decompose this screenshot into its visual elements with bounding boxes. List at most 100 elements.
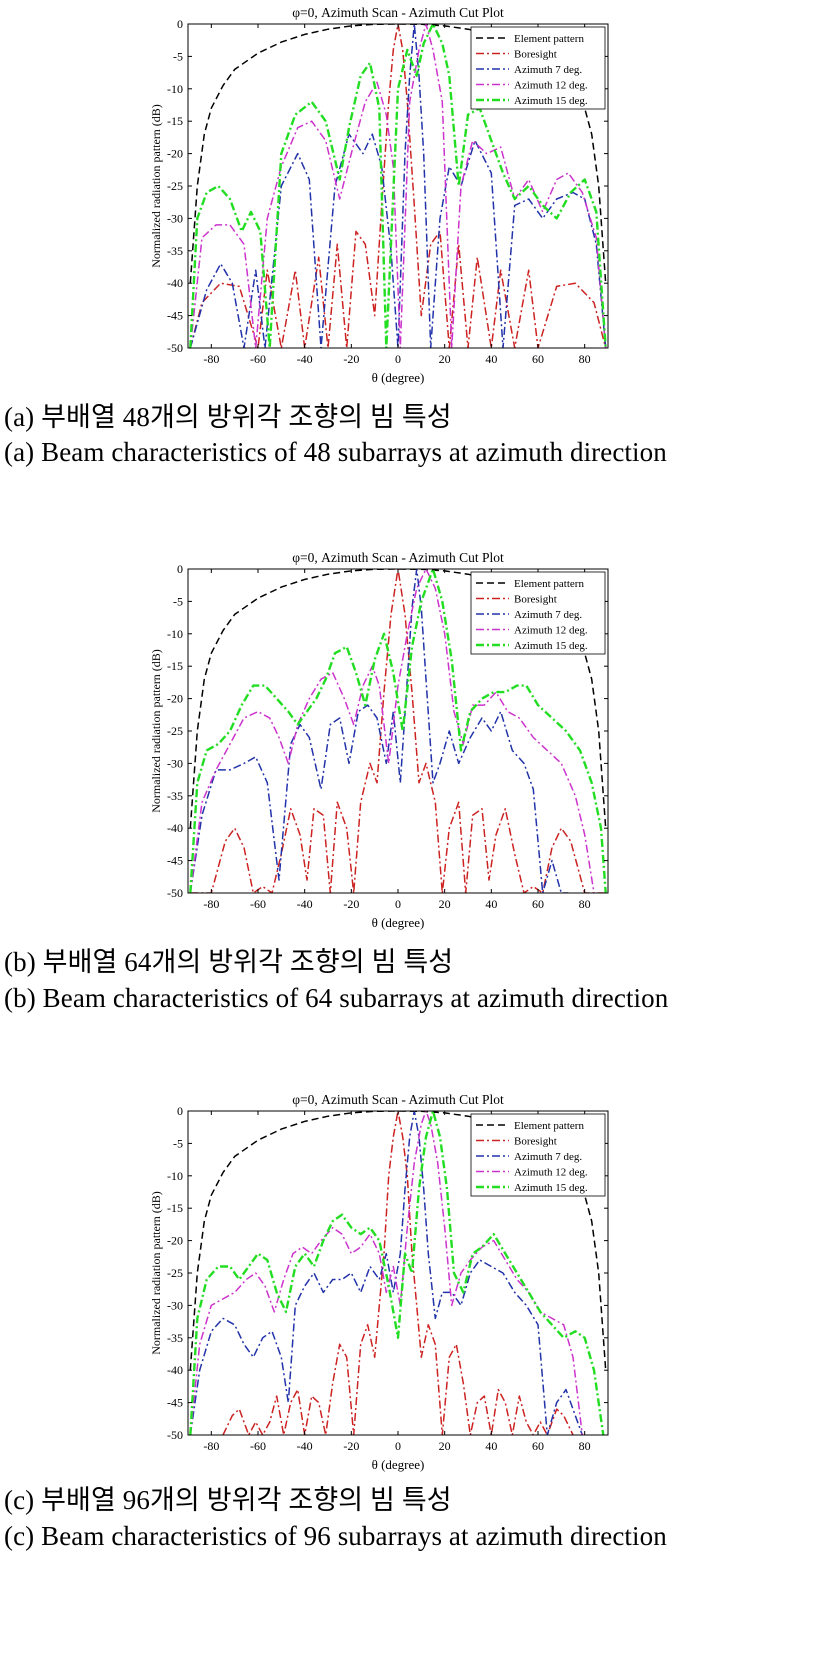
legend-label-boresight: Boresight — [514, 1136, 557, 1148]
caption-korean: (a) 부배열 48개의 방위각 조향의 빔 특성 — [4, 402, 452, 432]
x-tick-label: 40 — [485, 352, 497, 366]
chart-title: φ=0, Azimuth Scan - Azimuth Cut Plot — [292, 550, 504, 565]
y-tick-label: -10 — [167, 82, 183, 96]
series-line-boresight — [222, 1111, 574, 1435]
x-tick-label: -40 — [297, 897, 313, 911]
x-tick-label: 0 — [395, 1439, 401, 1453]
y-tick-label: -40 — [167, 821, 183, 835]
legend-label-azimuth-15-deg: Azimuth 15 deg. — [514, 640, 588, 652]
y-tick-label: -50 — [167, 1428, 183, 1442]
y-tick-label: -40 — [167, 1363, 183, 1377]
caption-english: (b) Beam characteristics of 64 subarrays… — [4, 983, 669, 1013]
series-line-azimuth-15-deg — [189, 569, 607, 893]
x-tick-label: -80 — [203, 352, 219, 366]
legend-label-azimuth-12-deg: Azimuth 12 deg. — [514, 1167, 588, 1179]
caption-english: (c) Beam characteristics of 96 subarrays… — [4, 1521, 667, 1551]
caption-english: (a) Beam characteristics of 48 subarrays… — [4, 437, 667, 467]
legend-label-element-pattern: Element pattern — [514, 33, 584, 45]
y-tick-label: -10 — [167, 1169, 183, 1183]
y-tick-label: -45 — [167, 1396, 183, 1410]
legend-box — [470, 26, 606, 110]
chart-panel-c: φ=0, Azimuth Scan - Azimuth Cut Plot θ (d… — [149, 1092, 609, 1472]
x-tick-label: 40 — [485, 1439, 497, 1453]
legend-box — [470, 571, 606, 655]
y-tick-label: -10 — [167, 627, 183, 641]
y-tick-label: -35 — [167, 1331, 183, 1345]
x-tick-label: 60 — [532, 352, 544, 366]
y-axis-label: Normalized radiation pattern (dB) — [149, 649, 163, 813]
y-tick-label: -35 — [167, 244, 183, 258]
x-tick-label: 0 — [395, 352, 401, 366]
legend-label-azimuth-7-deg: Azimuth 7 deg. — [514, 64, 582, 76]
legend-label-azimuth-15-deg: Azimuth 15 deg. — [514, 95, 588, 107]
x-axis-label: θ (degree) — [372, 1457, 425, 1472]
y-tick-label: -30 — [167, 211, 183, 225]
x-tick-label: 60 — [532, 897, 544, 911]
legend-label-azimuth-12-deg: Azimuth 12 deg. — [514, 80, 588, 92]
x-tick-label: -40 — [297, 352, 313, 366]
x-tick-label: 80 — [579, 897, 591, 911]
y-tick-label: -45 — [167, 309, 183, 323]
y-tick-label: -15 — [167, 114, 183, 128]
y-tick-label: -50 — [167, 886, 183, 900]
chart-title: φ=0, Azimuth Scan - Azimuth Cut Plot — [292, 1092, 504, 1107]
legend-label-azimuth-12-deg: Azimuth 12 deg. — [514, 625, 588, 637]
y-tick-label: -50 — [167, 341, 183, 355]
series-line-azimuth-7-deg — [189, 569, 569, 893]
y-tick-label: -20 — [167, 692, 183, 706]
x-tick-label: 0 — [395, 897, 401, 911]
x-axis-label: θ (degree) — [372, 915, 425, 930]
y-tick-label: -30 — [167, 756, 183, 770]
series-line-azimuth-15-deg — [189, 1111, 605, 1435]
x-tick-label: 60 — [532, 1439, 544, 1453]
y-tick-label: -20 — [167, 1234, 183, 1248]
y-tick-label: -5 — [173, 1136, 183, 1150]
series-line-azimuth-12-deg — [189, 24, 607, 348]
x-tick-label: 80 — [579, 352, 591, 366]
figure-panel-a: φ=0, Azimuth Scan - Azimuth Cut Plot θ (d… — [0, 0, 827, 470]
x-tick-label: -60 — [250, 1439, 266, 1453]
legend-label-boresight: Boresight — [514, 49, 557, 61]
caption-korean: (c) 부배열 96개의 방위각 조향의 빔 특성 — [4, 1485, 452, 1515]
legend-label-boresight: Boresight — [514, 594, 557, 606]
x-tick-label: -20 — [343, 352, 359, 366]
y-tick-label: -5 — [173, 49, 183, 63]
chart-panel-b: φ=0, Azimuth Scan - Azimuth Cut Plot θ (d… — [149, 550, 609, 930]
y-tick-label: -40 — [167, 276, 183, 290]
figure-panel-c: φ=0, Azimuth Scan - Azimuth Cut Plot θ (d… — [0, 1087, 827, 1607]
x-tick-label: -60 — [250, 897, 266, 911]
x-tick-label: 40 — [485, 897, 497, 911]
chart-panel-a: φ=0, Azimuth Scan - Azimuth Cut Plot θ (d… — [149, 5, 609, 385]
legend-label-element-pattern: Element pattern — [514, 1120, 584, 1132]
chart-title: φ=0, Azimuth Scan - Azimuth Cut Plot — [292, 5, 504, 20]
legend: Element pattern Boresight Azimuth 7 deg. Az… — [470, 26, 606, 110]
y-tick-label: -25 — [167, 179, 183, 193]
legend: Element pattern Boresight Azimuth 7 deg. Az… — [470, 571, 606, 655]
series-line-azimuth-15-deg — [189, 24, 607, 348]
series-line-boresight — [189, 24, 607, 348]
series-line-azimuth-12-deg — [189, 1111, 584, 1435]
x-tick-label: -20 — [343, 1439, 359, 1453]
legend-label-azimuth-7-deg: Azimuth 7 deg. — [514, 609, 582, 621]
legend-label-azimuth-7-deg: Azimuth 7 deg. — [514, 1151, 582, 1163]
y-tick-label: -45 — [167, 854, 183, 868]
y-axis-label: Normalized radiation pattern (dB) — [149, 1191, 163, 1355]
x-tick-label: -20 — [343, 897, 359, 911]
legend: Element pattern Boresight Azimuth 7 deg. Az… — [470, 1113, 606, 1197]
x-tick-label: -80 — [203, 897, 219, 911]
caption-korean: (b) 부배열 64개의 방위각 조향의 빔 특성 — [4, 947, 454, 977]
x-tick-label: -40 — [297, 1439, 313, 1453]
y-tick-label: 0 — [177, 17, 183, 31]
x-axis-label: θ (degree) — [372, 370, 425, 385]
y-tick-label: -25 — [167, 1266, 183, 1280]
y-tick-label: -15 — [167, 659, 183, 673]
x-tick-label: 80 — [579, 1439, 591, 1453]
series-line-azimuth-7-deg — [189, 24, 607, 348]
y-tick-label: 0 — [177, 562, 183, 576]
legend-box — [470, 1113, 606, 1197]
x-tick-label: -80 — [203, 1439, 219, 1453]
legend-label-azimuth-15-deg: Azimuth 15 deg. — [514, 1182, 588, 1194]
y-tick-label: -25 — [167, 724, 183, 738]
y-tick-label: -35 — [167, 789, 183, 803]
figure-panel-b: φ=0, Azimuth Scan - Azimuth Cut Plot θ (d… — [0, 545, 827, 1015]
